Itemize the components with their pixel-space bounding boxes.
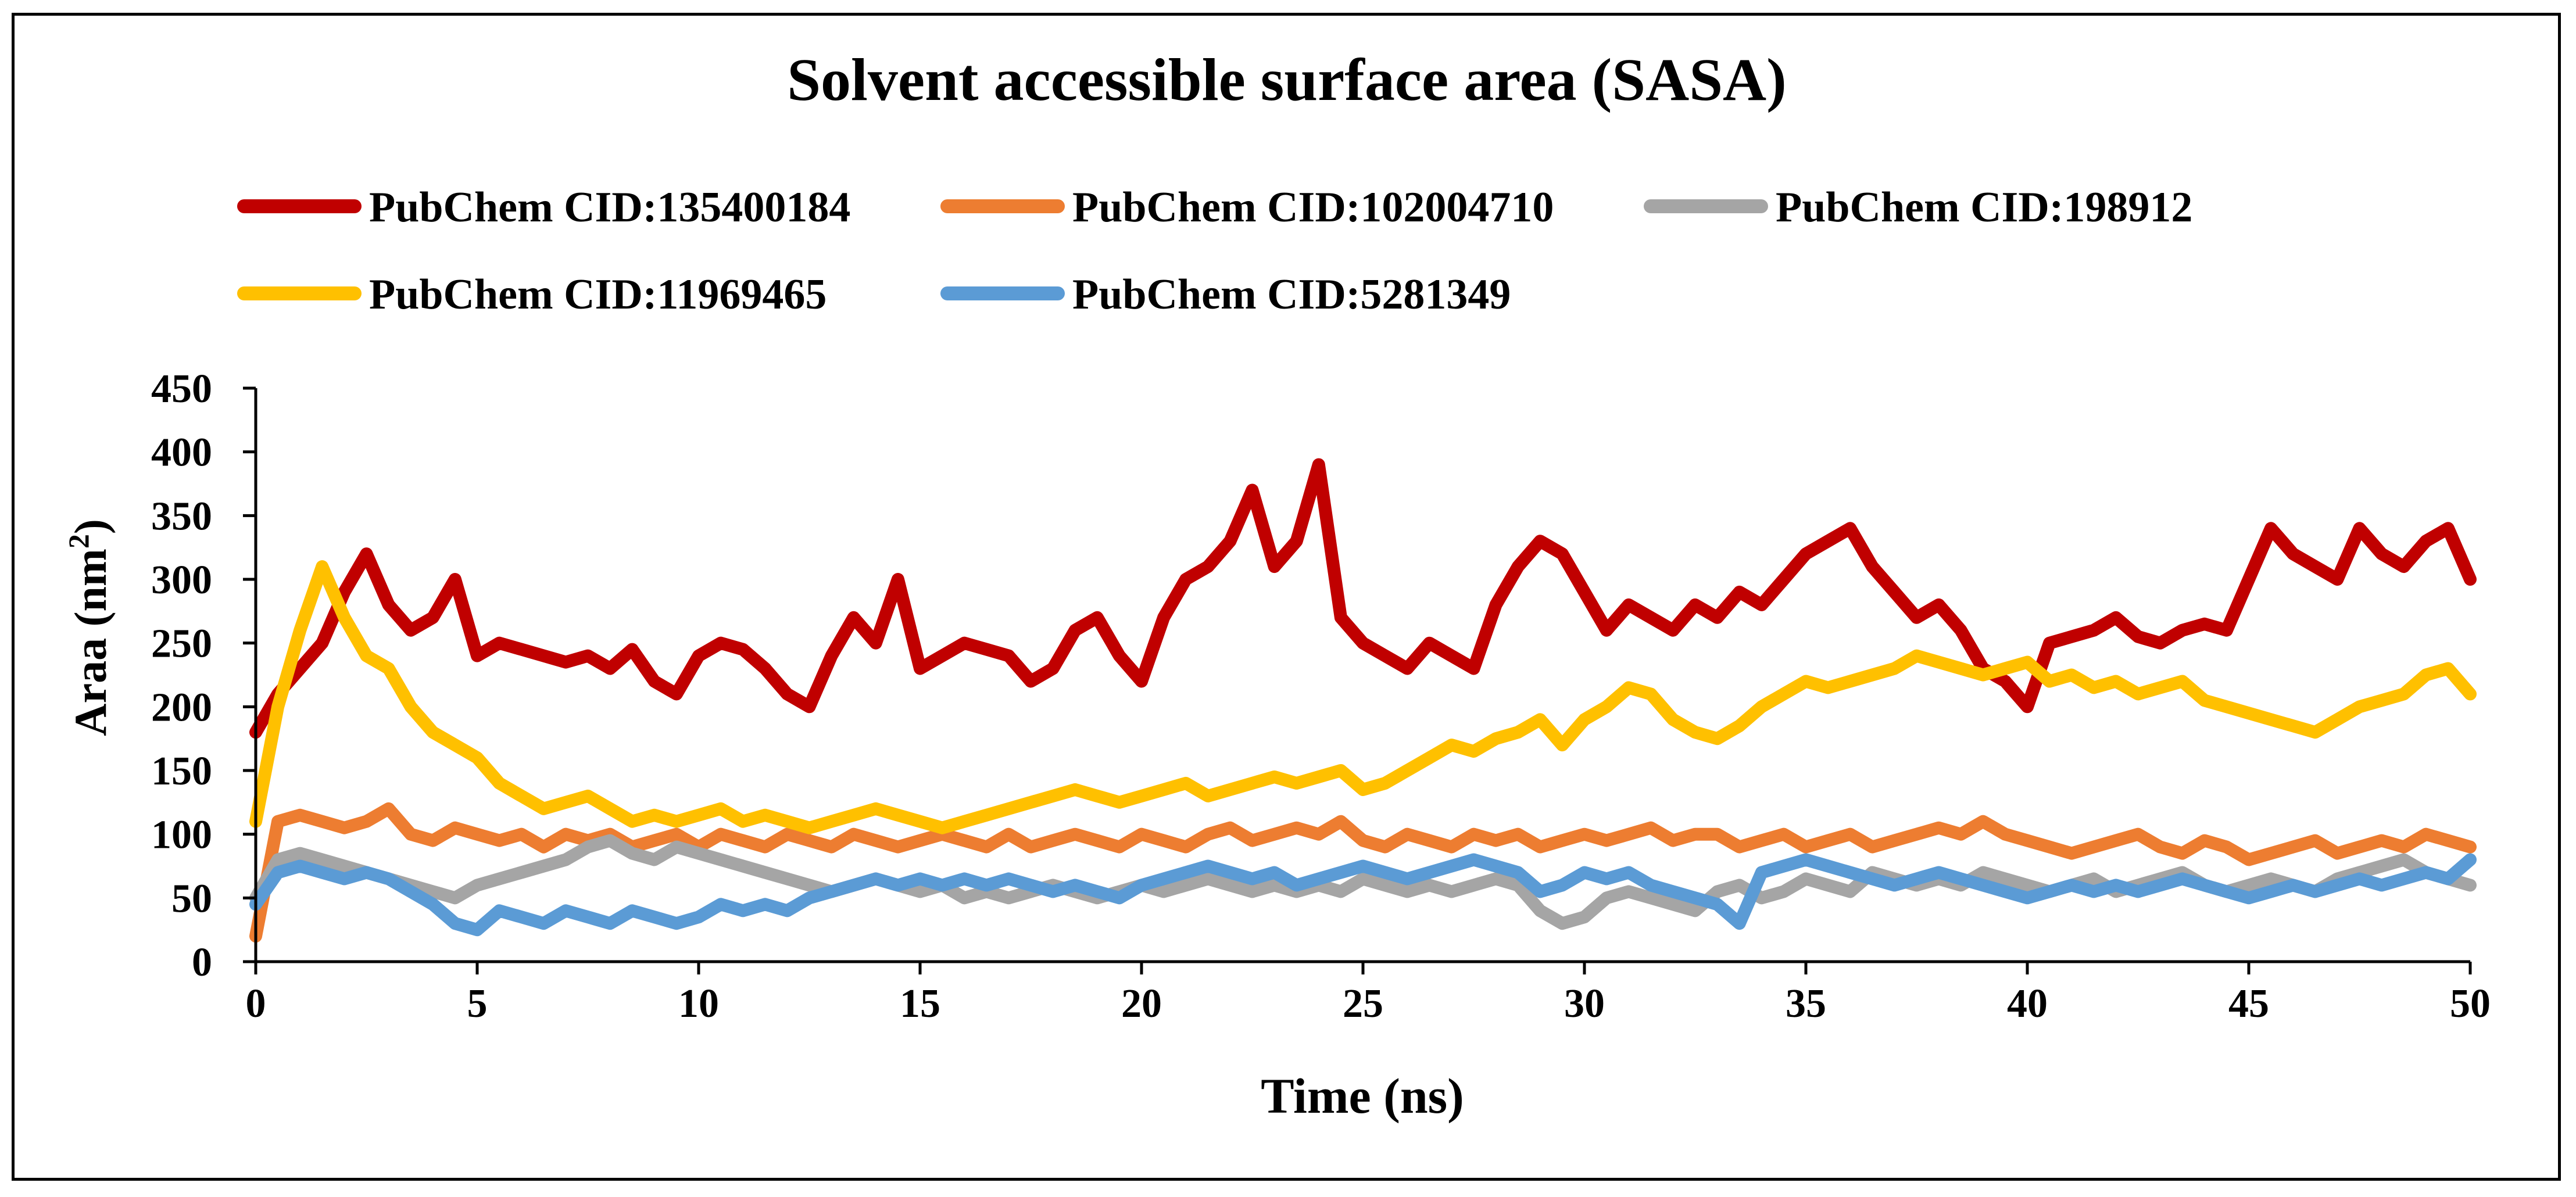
x-tick-label: 10 bbox=[678, 981, 719, 1026]
y-tick-label: 50 bbox=[171, 876, 212, 921]
legend-label-3: PubChem CID:198912 bbox=[1776, 184, 2192, 231]
series-layer bbox=[249, 458, 2477, 943]
legend-label-5: PubChem CID:5281349 bbox=[1072, 271, 1511, 318]
series-line-5 bbox=[249, 853, 2477, 937]
x-tick-label: 5 bbox=[467, 981, 488, 1026]
y-tick-label: 200 bbox=[151, 685, 212, 730]
y-axis-label-tail: ) bbox=[65, 519, 116, 534]
x-tick-label: 30 bbox=[1564, 981, 1605, 1026]
y-tick-label: 150 bbox=[151, 749, 212, 794]
y-tick-label: 100 bbox=[151, 813, 212, 858]
y-tick-label: 250 bbox=[151, 622, 212, 666]
series-line-4 bbox=[249, 560, 2477, 834]
y-tick-label: 0 bbox=[192, 940, 212, 985]
chart-frame bbox=[12, 13, 2561, 1181]
y-axis-label-main: Araa (nm bbox=[65, 549, 116, 736]
x-tick-label: 45 bbox=[2228, 981, 2269, 1026]
legend-label-1: PubChem CID:135400184 bbox=[369, 184, 850, 231]
series-line-1 bbox=[249, 458, 2477, 739]
x-tick-label: 15 bbox=[900, 981, 940, 1026]
y-axis-label-superscript: 2 bbox=[62, 534, 95, 549]
y-tick-label: 450 bbox=[151, 367, 212, 411]
legend-label-4: PubChem CID:11969465 bbox=[369, 271, 827, 318]
legend: PubChem CID:135400184 PubChem CID:1020047… bbox=[237, 184, 2192, 318]
plot-area: 0 5 10 15 20 25 30 35 40 45 50 0 50 100 150 200 250 300 35… bbox=[151, 367, 2491, 1026]
chart-title: Solvent accessible surface area (SASA) bbox=[787, 46, 1787, 113]
x-tick-label: 35 bbox=[1786, 981, 1826, 1026]
legend-label-2: PubChem CID:102004710 bbox=[1072, 184, 1554, 231]
axes-layer: 0 5 10 15 20 25 30 35 40 45 50 0 50 100 150 200 250 300 35… bbox=[151, 367, 2491, 1026]
x-axis-label: Time (ns) bbox=[1261, 1068, 1464, 1124]
x-tick-label: 25 bbox=[1343, 981, 1383, 1026]
y-tick-label: 400 bbox=[151, 431, 212, 475]
y-tick-label: 350 bbox=[151, 494, 212, 539]
y-tick-label: 300 bbox=[151, 558, 212, 603]
x-tick-label: 40 bbox=[2007, 981, 2048, 1026]
y-axis-label: Araa (nm2) bbox=[62, 519, 116, 736]
x-tick-label: 50 bbox=[2450, 981, 2491, 1026]
x-tick-label: 20 bbox=[1121, 981, 1162, 1026]
x-tick-label: 0 bbox=[246, 981, 266, 1026]
